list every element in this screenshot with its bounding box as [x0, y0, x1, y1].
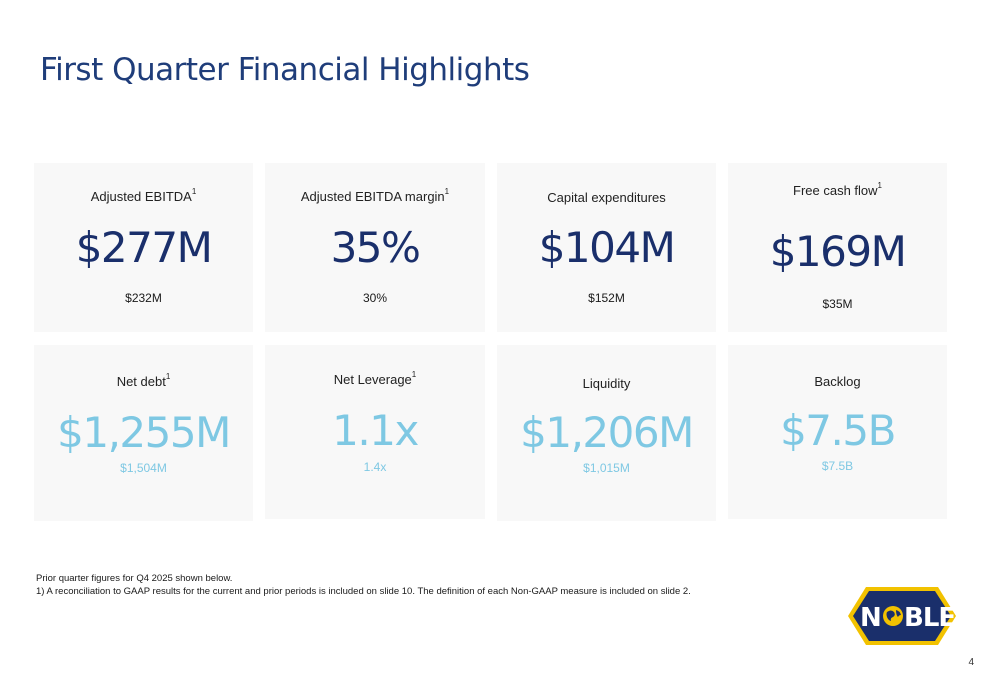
card-label: Capital expenditures: [547, 190, 666, 205]
card-label: Adjusted EBITDA margin1: [300, 187, 450, 204]
noble-logo: N BLE: [846, 585, 958, 647]
card-value: $1,255M: [57, 408, 231, 457]
card-free-cash-flow: Free cash flow1 $169M $35M: [728, 163, 947, 332]
page-title: First Quarter Financial Highlights: [40, 52, 530, 88]
card-value: $7.5B: [780, 406, 896, 455]
card-adjusted-ebitda: Adjusted EBITDA1 $277M $232M: [34, 163, 253, 332]
globe-icon: [883, 606, 903, 626]
card-prior-value: 30%: [362, 291, 388, 305]
footnote-prior-quarter: Prior quarter figures for Q4 2025 shown …: [36, 573, 233, 584]
logo-letter-n: N: [860, 603, 882, 633]
card-value: $104M: [538, 223, 676, 272]
page-number: 4: [968, 657, 974, 668]
card-label: Free cash flow1: [793, 181, 882, 198]
card-prior-value: $232M: [125, 291, 162, 305]
card-value: 35%: [330, 223, 421, 272]
card-value: $277M: [75, 223, 213, 272]
card-value: $169M: [769, 227, 907, 276]
card-liquidity: Liquidity $1,206M $1,015M: [497, 345, 716, 521]
logo-letters-ble: BLE: [904, 603, 955, 633]
card-prior-value: $152M: [588, 291, 625, 305]
card-net-leverage: Net Leverage1 1.1x 1.4x: [265, 345, 485, 519]
card-value: $1,206M: [520, 408, 694, 457]
card-capital-expenditures: Capital expenditures $104M $152M: [497, 163, 716, 332]
card-label: Backlog: [814, 374, 861, 389]
card-label: Adjusted EBITDA1: [90, 187, 197, 204]
card-label: Liquidity: [582, 376, 631, 391]
card-prior-value: 1.4x: [363, 460, 387, 474]
card-label: Net debt1: [116, 372, 171, 389]
card-prior-value: $1,504M: [120, 461, 167, 475]
card-label: Net Leverage1: [333, 370, 417, 387]
card-prior-value: $7.5B: [821, 459, 854, 473]
card-net-debt: Net debt1 $1,255M $1,504M: [34, 345, 253, 521]
card-adjusted-ebitda-margin: Adjusted EBITDA margin1 35% 30%: [265, 163, 485, 332]
card-value: 1.1x: [332, 406, 419, 455]
card-prior-value: $35M: [822, 297, 853, 311]
footnotes: Prior quarter figures for Q4 2025 shown …: [36, 572, 691, 598]
card-prior-value: $1,015M: [583, 461, 630, 475]
footnote-reconciliation: 1) A reconciliation to GAAP results for …: [36, 586, 691, 597]
card-backlog: Backlog $7.5B $7.5B: [728, 345, 947, 519]
